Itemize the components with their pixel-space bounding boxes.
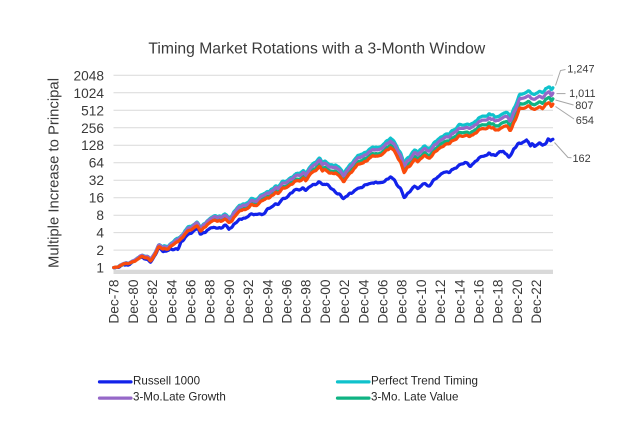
svg-text:Dec-98: Dec-98	[299, 279, 314, 324]
svg-text:Timing Market Rotations with a: Timing Market Rotations with a 3-Month W…	[148, 40, 485, 57]
svg-text:Dec-18: Dec-18	[491, 279, 506, 324]
svg-text:Dec-86: Dec-86	[184, 279, 199, 324]
svg-text:Dec-02: Dec-02	[337, 279, 352, 323]
svg-text:Dec-06: Dec-06	[376, 279, 391, 324]
svg-text:1024: 1024	[74, 86, 105, 101]
svg-text:Dec-20: Dec-20	[510, 279, 525, 324]
svg-text:Dec-00: Dec-00	[318, 279, 333, 324]
svg-text:Dec-80: Dec-80	[126, 279, 141, 324]
svg-text:Russell 1000: Russell 1000	[133, 375, 200, 388]
svg-text:256: 256	[81, 121, 104, 136]
svg-text:Dec-90: Dec-90	[222, 279, 237, 324]
svg-text:3-Mo.Late Growth: 3-Mo.Late Growth	[133, 391, 226, 404]
svg-text:Dec-84: Dec-84	[164, 279, 179, 324]
svg-text:512: 512	[81, 103, 104, 118]
svg-text:Multiple Increase to Principal: Multiple Increase to Principal	[47, 78, 63, 268]
svg-text:Dec-16: Dec-16	[472, 279, 487, 324]
svg-text:Dec-08: Dec-08	[395, 279, 410, 324]
svg-text:Dec-82: Dec-82	[145, 279, 160, 323]
svg-text:16: 16	[89, 191, 105, 206]
svg-text:128: 128	[81, 138, 104, 153]
svg-text:1,011: 1,011	[569, 88, 595, 100]
svg-text:8: 8	[96, 208, 104, 223]
svg-text:64: 64	[89, 156, 105, 171]
svg-text:Dec-14: Dec-14	[452, 279, 467, 324]
svg-text:Dec-12: Dec-12	[433, 279, 448, 323]
svg-text:2: 2	[96, 243, 104, 258]
svg-text:162: 162	[573, 153, 591, 165]
svg-text:654: 654	[576, 115, 594, 127]
svg-text:1,247: 1,247	[567, 64, 594, 76]
svg-text:Dec-04: Dec-04	[356, 279, 371, 324]
svg-text:Dec-78: Dec-78	[107, 279, 122, 324]
svg-text:Perfect Trend Timing: Perfect Trend Timing	[371, 375, 478, 388]
svg-text:3-Mo. Late Value: 3-Mo. Late Value	[371, 391, 458, 404]
svg-text:32: 32	[89, 173, 104, 188]
svg-text:4: 4	[96, 226, 104, 241]
svg-text:Dec-10: Dec-10	[414, 279, 429, 324]
svg-text:Dec-22: Dec-22	[529, 279, 544, 323]
svg-text:Dec-88: Dec-88	[203, 279, 218, 324]
svg-text:807: 807	[575, 100, 593, 112]
svg-text:Dec-92: Dec-92	[241, 279, 256, 323]
svg-text:1: 1	[96, 261, 104, 276]
svg-text:2048: 2048	[74, 68, 105, 83]
svg-text:Dec-94: Dec-94	[260, 279, 275, 324]
svg-text:Dec-96: Dec-96	[280, 279, 295, 324]
